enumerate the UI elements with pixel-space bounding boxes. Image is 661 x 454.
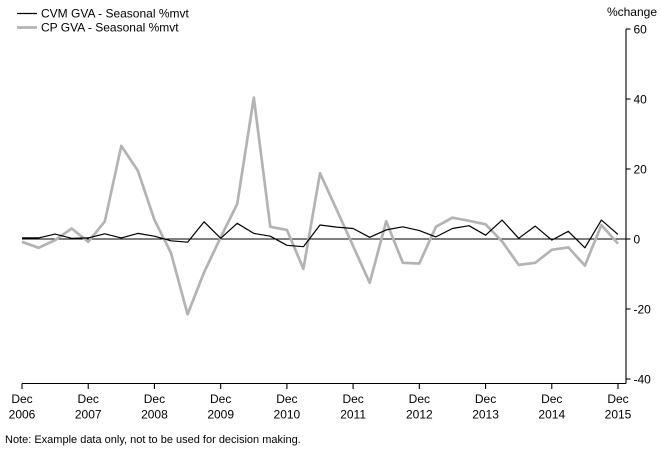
y-axis: 60 40 20 0 -20 -40 [625, 23, 652, 387]
legend: CVM GVA - Seasonal %mvt CP GVA - Seasona… [17, 7, 189, 35]
x-tick-label-year: 2010 [274, 408, 301, 422]
y-tick-label: -40 [634, 373, 652, 387]
y-tick-label: 20 [634, 163, 648, 177]
x-tick-label-month: Dec [607, 392, 628, 406]
x-tick-label-month: Dec [210, 392, 231, 406]
x-tick-label-month: Dec [409, 392, 430, 406]
x-tick-label-year: 2008 [141, 408, 168, 422]
y-axis-title: %change [607, 5, 657, 19]
x-tick-label-month: Dec [276, 392, 297, 406]
series-cp-gva-line [21, 96, 620, 316]
x-tick-label-month: Dec [78, 392, 99, 406]
x-tick-label-year: 2009 [207, 408, 234, 422]
legend-label-cp-gva: CP GVA - Seasonal %mvt [41, 21, 179, 35]
y-tick-label: 0 [634, 233, 641, 247]
x-tick-label-year: 2006 [9, 408, 36, 422]
y-tick-label: 60 [634, 23, 648, 37]
legend-label-cvm-gva: CVM GVA - Seasonal %mvt [41, 7, 189, 21]
x-tick-label-month: Dec [541, 392, 562, 406]
x-tick-label-year: 2007 [75, 408, 102, 422]
x-tick-label-year: 2011 [340, 408, 366, 422]
series-cvm-gva-line [22, 219, 619, 249]
x-tick-label-month: Dec [144, 392, 165, 406]
footnote: Note: Example data only, not to be used … [5, 434, 301, 446]
y-tick-label: -20 [634, 303, 652, 317]
x-tick-label-year: 2015 [605, 408, 632, 422]
x-tick-label-year: 2014 [538, 408, 565, 422]
y-tick-label: 40 [634, 93, 648, 107]
x-tick-label-year: 2013 [472, 408, 499, 422]
x-tick-label-month: Dec [475, 392, 496, 406]
x-axis: Dec 2006 Dec 2007 Dec 2008 Dec 2009 Dec 2010 Dec 20… [9, 382, 632, 422]
x-tick-label-month: Dec [11, 392, 32, 406]
x-tick-label-month: Dec [342, 392, 363, 406]
x-tick-label-year: 2012 [406, 408, 433, 422]
